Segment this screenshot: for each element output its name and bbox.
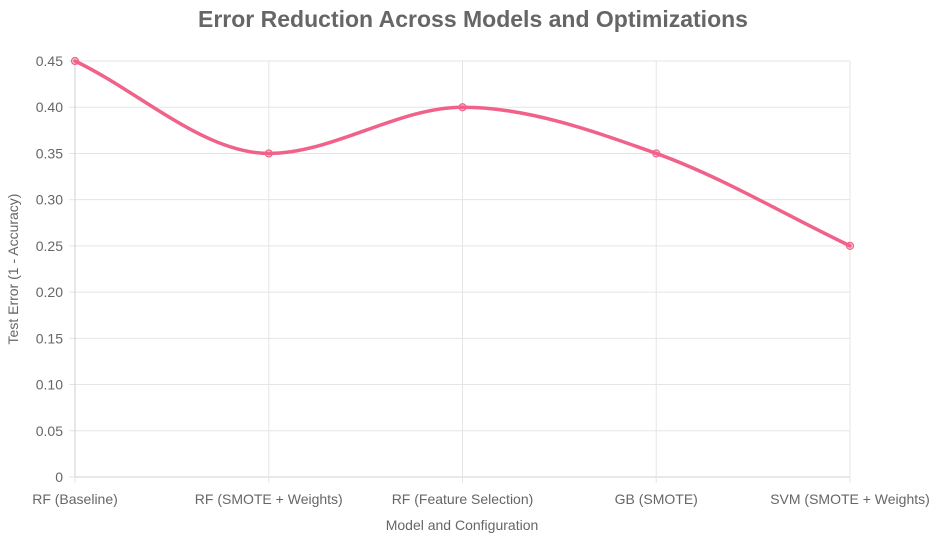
series-line (73, 59, 852, 248)
y-tick-label: 0 (55, 469, 63, 485)
y-tick-label: 0.25 (36, 238, 63, 254)
y-tick-label: 0.40 (36, 99, 63, 115)
y-tick-label: 0.20 (36, 284, 63, 300)
x-tick-label: GB (SMOTE) (615, 491, 698, 507)
y-tick-label: 0.05 (36, 423, 63, 439)
grid (69, 60, 851, 483)
data-point[interactable] (458, 103, 467, 112)
y-tick-label: 0.30 (36, 192, 63, 208)
y-tick-label: 0.10 (36, 377, 63, 393)
chart-title: Error Reduction Across Models and Optimi… (198, 6, 748, 32)
points-layer (70, 56, 855, 250)
axes: 0 0.05 0.10 0.15 0.20 0.25 0.30 0.35 0.40 0.45 RF … (32, 53, 930, 507)
y-axis-title: Test Error (1 - Accuracy) (5, 194, 21, 345)
x-axis-title: Model and Configuration (386, 517, 539, 533)
x-tick-label: RF (Baseline) (32, 491, 118, 507)
data-point[interactable] (70, 56, 80, 66)
y-tick-label: 0.45 (36, 53, 63, 69)
data-point[interactable] (845, 241, 855, 250)
x-tick-label: SVM (SMOTE + Weights) (770, 491, 930, 507)
x-tick-label: RF (SMOTE + Weights) (195, 491, 343, 507)
data-point[interactable] (652, 149, 661, 158)
y-tick-label: 0.15 (36, 330, 63, 346)
data-point[interactable] (264, 149, 273, 158)
x-tick-label: RF (Feature Selection) (392, 491, 534, 507)
series-layer (73, 59, 852, 248)
y-tick-label: 0.35 (36, 145, 63, 161)
